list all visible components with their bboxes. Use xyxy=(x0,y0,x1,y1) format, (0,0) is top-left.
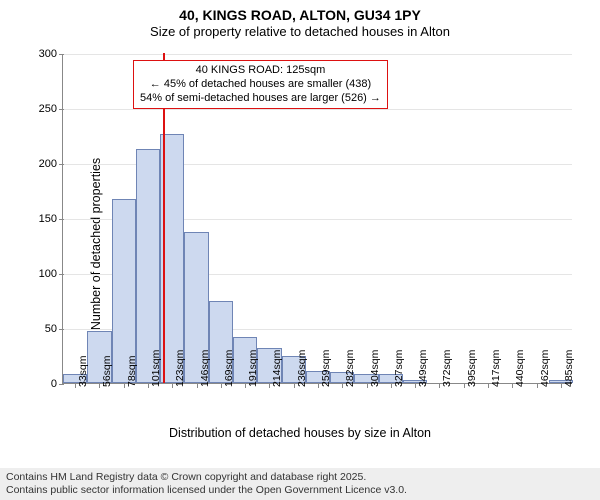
x-tick-label: 191sqm xyxy=(247,350,259,387)
x-tick-mark xyxy=(318,383,319,388)
annotation-box: 40 KINGS ROAD: 125sqm← 45% of detached h… xyxy=(133,60,388,109)
x-tick-mark xyxy=(75,383,76,388)
x-tick-mark xyxy=(124,383,125,388)
x-tick-label: 236sqm xyxy=(296,350,308,387)
y-tick-label: 200 xyxy=(39,158,63,170)
x-tick-label: 146sqm xyxy=(199,350,211,387)
attribution-footer: Contains HM Land Registry data © Crown c… xyxy=(0,468,600,500)
x-tick-label: 101sqm xyxy=(150,350,162,387)
x-tick-mark xyxy=(415,383,416,388)
x-tick-label: 462sqm xyxy=(539,350,551,387)
chart-title-block: 40, KINGS ROAD, ALTON, GU34 1PY Size of … xyxy=(0,0,600,41)
x-tick-label: 395sqm xyxy=(466,350,478,387)
x-tick-label: 56sqm xyxy=(101,355,113,387)
y-tick-label: 0 xyxy=(51,378,63,390)
footer-line-2: Contains public sector information licen… xyxy=(6,484,594,497)
x-tick-mark xyxy=(391,383,392,388)
x-tick-mark xyxy=(561,383,562,388)
x-tick-mark xyxy=(488,383,489,388)
x-tick-label: 327sqm xyxy=(393,350,405,387)
x-tick-label: 372sqm xyxy=(441,350,453,387)
y-tick-label: 150 xyxy=(39,213,63,225)
x-tick-label: 304sqm xyxy=(369,350,381,387)
annotation-line: 54% of semi-detached houses are larger (… xyxy=(140,92,381,106)
x-tick-label: 214sqm xyxy=(271,350,283,387)
x-tick-label: 349sqm xyxy=(417,350,429,387)
chart-title-sub: Size of property relative to detached ho… xyxy=(0,24,600,41)
annotation-line: ← 45% of detached houses are smaller (43… xyxy=(140,78,381,92)
x-tick-mark xyxy=(245,383,246,388)
y-tick-label: 50 xyxy=(45,323,63,335)
chart-area: Number of detached properties 0501001502… xyxy=(0,44,600,444)
x-tick-mark xyxy=(294,383,295,388)
x-tick-mark xyxy=(367,383,368,388)
x-tick-label: 169sqm xyxy=(223,350,235,387)
x-tick-mark xyxy=(197,383,198,388)
x-tick-mark xyxy=(464,383,465,388)
y-tick-label: 100 xyxy=(39,268,63,280)
x-tick-mark xyxy=(148,383,149,388)
histogram-bar xyxy=(136,149,160,383)
y-tick-label: 250 xyxy=(39,103,63,115)
x-tick-label: 123sqm xyxy=(174,350,186,387)
plot-region: 05010015020025030033sqm56sqm78sqm101sqm1… xyxy=(62,54,572,384)
x-tick-label: 259sqm xyxy=(320,350,332,387)
annotation-line: 40 KINGS ROAD: 125sqm xyxy=(140,64,381,78)
x-tick-label: 78sqm xyxy=(126,355,138,387)
gridline xyxy=(63,54,572,55)
x-tick-label: 417sqm xyxy=(490,350,502,387)
x-tick-label: 485sqm xyxy=(563,350,575,387)
x-tick-label: 440sqm xyxy=(514,350,526,387)
x-tick-mark xyxy=(537,383,538,388)
x-tick-mark xyxy=(221,383,222,388)
x-tick-label: 282sqm xyxy=(344,350,356,387)
y-tick-label: 300 xyxy=(39,48,63,60)
chart-title-main: 40, KINGS ROAD, ALTON, GU34 1PY xyxy=(0,6,600,24)
x-axis-label: Distribution of detached houses by size … xyxy=(0,426,600,440)
footer-line-1: Contains HM Land Registry data © Crown c… xyxy=(6,471,594,484)
x-tick-label: 33sqm xyxy=(77,355,89,387)
